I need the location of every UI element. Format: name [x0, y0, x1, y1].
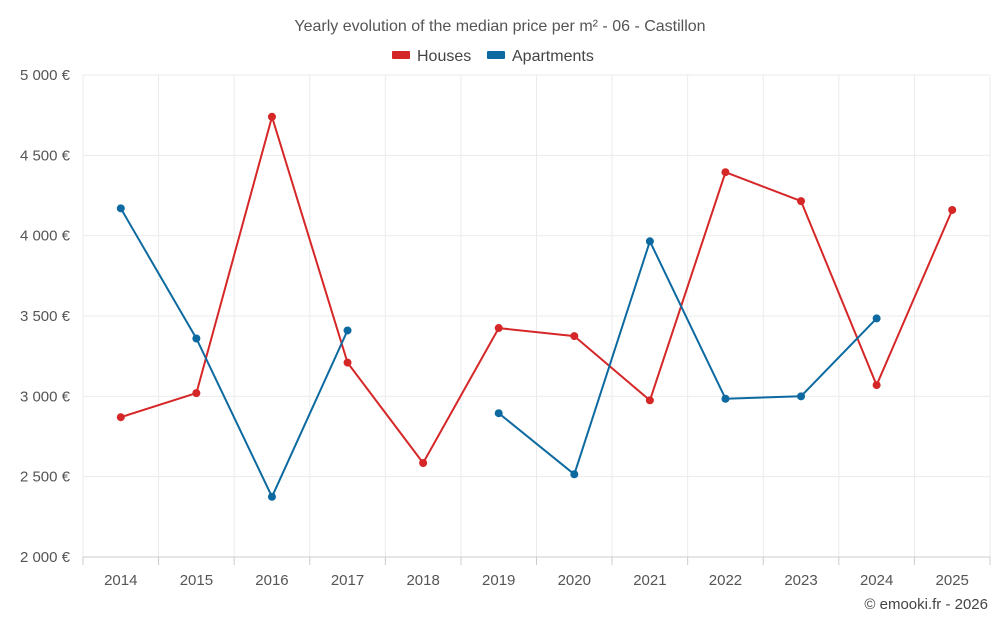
data-point-apartments[interactable] [494, 409, 503, 418]
x-tick-label: 2016 [255, 572, 288, 589]
data-point-houses[interactable] [797, 197, 806, 206]
data-point-apartments[interactable] [721, 394, 730, 403]
x-tick-label: 2014 [104, 572, 137, 589]
data-point-apartments[interactable] [797, 392, 806, 401]
chart-title: Yearly evolution of the median price per… [294, 18, 705, 35]
legend-label-apartments[interactable]: Apartments [512, 48, 594, 65]
y-axis: 2 000 € 2 500 € 3 000 € 3 500 € 4 000 € 4 500… [20, 67, 71, 566]
data-point-apartments[interactable] [192, 334, 201, 343]
legend: Houses Apartments [392, 48, 594, 65]
data-point-houses[interactable] [419, 459, 428, 468]
x-tick-label: 2019 [482, 572, 515, 589]
x-tick-label: 2025 [936, 572, 969, 589]
data-point-houses[interactable] [948, 205, 957, 214]
data-point-apartments[interactable] [116, 204, 125, 213]
data-point-houses[interactable] [116, 413, 125, 422]
y-tick-label: 5 000 € [20, 67, 71, 84]
y-tick-label: 3 500 € [20, 308, 71, 325]
y-tick-label: 3 000 € [20, 388, 71, 405]
credit-text: © emooki.fr - 2026 [864, 596, 988, 613]
data-point-apartments[interactable] [343, 326, 352, 335]
data-point-apartments[interactable] [267, 492, 276, 501]
data-point-houses[interactable] [645, 396, 654, 405]
data-point-apartments[interactable] [570, 470, 579, 479]
x-axis: 2014 2015 2016 2017 2018 2019 2020 2021 2022 2023… [82, 556, 991, 589]
data-point-houses[interactable] [267, 112, 276, 121]
legend-label-houses[interactable]: Houses [417, 48, 471, 65]
data-point-houses[interactable] [192, 389, 201, 398]
y-tick-label: 2 500 € [20, 469, 71, 486]
x-tick-label: 2018 [406, 572, 439, 589]
y-tick-label: 4 000 € [20, 228, 71, 245]
y-tick-label: 4 500 € [20, 147, 71, 164]
x-tick-label: 2024 [860, 572, 893, 589]
series-group [116, 112, 957, 501]
x-tick-label: 2015 [180, 572, 213, 589]
data-point-houses[interactable] [570, 332, 579, 341]
data-point-houses[interactable] [721, 168, 730, 177]
series-line-apartments [119, 207, 878, 498]
data-point-apartments[interactable] [645, 237, 654, 246]
data-point-houses[interactable] [343, 358, 352, 367]
legend-swatch-houses [392, 51, 410, 59]
x-tick-label: 2022 [709, 572, 742, 589]
series-line-houses [120, 115, 954, 464]
legend-swatch-apartments [487, 51, 505, 59]
x-tick-label: 2021 [633, 572, 666, 589]
x-tick-label: 2023 [784, 572, 817, 589]
grid [82, 74, 991, 557]
x-tick-label: 2020 [558, 572, 591, 589]
data-point-houses[interactable] [872, 381, 881, 390]
x-tick-label: 2017 [331, 572, 364, 589]
data-point-houses[interactable] [494, 324, 503, 333]
y-tick-label: 2 000 € [20, 549, 71, 566]
data-point-apartments[interactable] [872, 314, 881, 323]
